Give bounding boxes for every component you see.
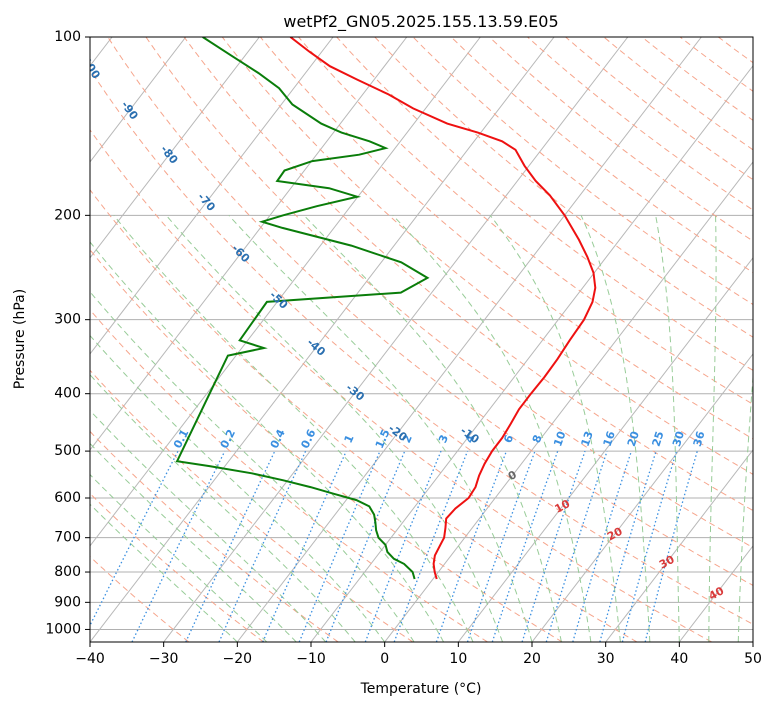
mixing-ratio-label: 30	[670, 429, 687, 448]
dewpoint-profile-line	[175, 37, 430, 580]
mixing-ratio-line	[325, 450, 406, 642]
moist-adiabat-line	[392, 214, 592, 642]
mixing-ratio-label: 8	[530, 433, 545, 445]
mixing-ratio-label: 25	[650, 430, 667, 449]
mixing-ratio-line	[644, 450, 698, 642]
x-tick-label: 10	[449, 651, 467, 667]
moist-adiabat-line	[165, 214, 503, 642]
mixing-ratio-label: 10	[551, 429, 569, 448]
moist-adiabat-line	[90, 334, 386, 642]
moist-adiabat-line	[228, 214, 533, 642]
plot-frame	[89, 36, 754, 643]
dry-adiabat-line	[90, 309, 488, 642]
y-axis-title: Pressure (hPa)	[12, 289, 28, 389]
x-tick-label: 50	[744, 651, 762, 667]
axes: −40 −30 −20 −10 0 10 20 30 40 50 100 200 300 400 500 60…	[45, 29, 762, 667]
y-tick-label: 100	[54, 29, 81, 45]
mixing-ratio-line	[435, 450, 508, 642]
dry-adiabat-line	[90, 248, 563, 642]
mixing-ratio-line	[621, 450, 678, 642]
isotherm-line	[90, 37, 481, 547]
dry-adiabat-line	[145, 37, 753, 549]
mixing-ratio-line	[545, 450, 608, 642]
isotherm-line	[605, 449, 753, 642]
moist-adiabat-line	[708, 215, 717, 642]
y-tick-label: 600	[54, 490, 81, 506]
plot-background	[90, 37, 753, 642]
dry-adiabat-line	[107, 37, 753, 587]
dry-adiabat-line	[90, 369, 414, 642]
moist-adiabat-line	[90, 503, 238, 642]
dry-adiabat-line	[374, 37, 753, 338]
chart-title: wetPf2_GN05.2025.155.13.59.E05	[283, 12, 558, 32]
isotherm-line	[90, 37, 334, 355]
isotherm-line	[457, 257, 753, 642]
moist-adiabat-line	[580, 215, 651, 642]
mixing-ratio-label: 13	[579, 430, 596, 449]
moist-adiabat-line	[90, 291, 415, 642]
y-tick-label: 300	[54, 312, 81, 328]
dry-adiabat-line	[90, 188, 638, 642]
isotherm-line	[236, 37, 702, 642]
y-tick-label: 1000	[45, 621, 81, 637]
moist-adiabat-line	[90, 473, 268, 642]
mixing-ratio-line	[262, 450, 347, 642]
background-lines	[90, 37, 775, 642]
mixing-ratio-line	[90, 450, 179, 627]
dry-adiabat-line	[336, 37, 753, 371]
mixing-ratio-line	[298, 450, 381, 642]
x-tick-label: 40	[670, 651, 688, 667]
x-axis-title: Temperature (°C)	[360, 681, 482, 697]
y-tick-label: 700	[54, 530, 81, 546]
isotherm-line	[163, 37, 629, 642]
mixing-ratio-line	[521, 450, 586, 642]
y-tick-label: 900	[54, 594, 81, 610]
mixing-ratio-line	[364, 450, 442, 642]
y-tick-label: 200	[54, 207, 81, 223]
x-tick-label: −10	[296, 651, 326, 667]
y-tick-label: 800	[54, 564, 81, 580]
dry-adiabat-line	[90, 430, 339, 642]
x-tick-label: −40	[75, 651, 105, 667]
dry-adiabat-line	[90, 555, 190, 642]
mixing-ratio-label: 20	[625, 429, 642, 448]
isotherm-line	[90, 37, 555, 642]
x-tick-label: −30	[149, 651, 179, 667]
dry-adiabat-line	[90, 68, 753, 625]
mixing-ratio-label: 16	[601, 429, 618, 448]
x-tick-label: −20	[223, 651, 253, 667]
mixing-ratio-line	[393, 450, 469, 642]
moist-adiabat-line	[90, 442, 297, 642]
moist-adiabat-line	[655, 215, 680, 642]
dry-adiabat-line	[90, 129, 712, 642]
isotherm-line	[90, 37, 187, 163]
moist-adiabat-line	[737, 370, 753, 642]
isotherm-line	[531, 353, 753, 642]
x-tick-label: 20	[523, 651, 541, 667]
y-tick-label: 500	[54, 443, 81, 459]
temperature-profile-line	[289, 37, 597, 580]
isotherm-line	[90, 37, 408, 451]
mixing-ratio-line	[466, 450, 536, 642]
x-tick-label: 30	[597, 651, 615, 667]
isotherm-line	[384, 161, 753, 642]
mixing-ratio-line	[572, 450, 633, 642]
x-tick-label: 0	[380, 651, 389, 667]
profile-series	[175, 37, 597, 580]
isotherm-line	[90, 37, 260, 259]
y-tick-label: 400	[54, 386, 81, 402]
dry-adiabat-line	[756, 37, 775, 642]
moist-adiabat-line	[90, 241, 445, 642]
moist-adiabat-line	[489, 214, 621, 642]
dry-adiabat-line	[298, 37, 753, 405]
mixing-ratio-line	[599, 450, 657, 642]
isotherm-line	[752, 641, 753, 642]
moist-adiabat-line	[90, 409, 327, 642]
mixing-ratio-line	[491, 450, 559, 642]
mixing-ratio-label: 36	[691, 429, 708, 448]
